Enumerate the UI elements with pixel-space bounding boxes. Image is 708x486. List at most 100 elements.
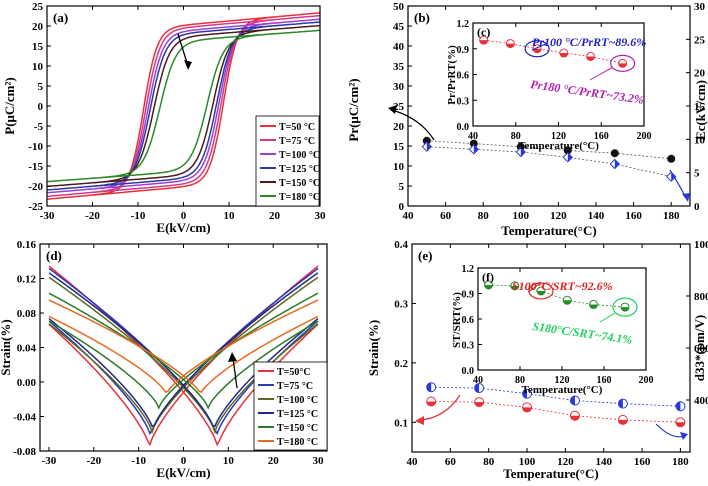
panel-c-ytick-label: 0.9	[457, 45, 470, 56]
panel-f-ytick-label: 0.6	[462, 315, 475, 326]
panel-c-ytick-label: 0.0	[457, 122, 470, 133]
panel-c-point-marker-fill	[533, 48, 542, 53]
panel-b-xlabel: Temperature(°C)	[501, 223, 596, 238]
panel-e-ylabel: Strain(%)	[366, 320, 381, 376]
panel-b-ytick-label: 15	[393, 141, 405, 153]
panel-d-ytick-label: 0.16	[17, 239, 37, 251]
panel-b-pr-point	[422, 136, 431, 145]
panel-e-strain-point-marker-fill	[522, 407, 532, 412]
panel-f-xlabel: Temperature(°C)	[522, 384, 603, 396]
panel-e-ytick-label: 0.1	[394, 417, 408, 429]
panel-c-annotation-0: Pr100 °C/PrRT~89.6%	[532, 35, 646, 49]
panel-a-xtick-label: 0	[181, 210, 187, 222]
panel-b-label: (b)	[414, 10, 430, 25]
panel-a-legend-entry-5: T=180 °C	[279, 192, 320, 203]
panel-d-xtick-label: 20	[268, 455, 280, 467]
panel-e: 40 60 80 100 120 140 160 180 0.1 0.2 0.3 0.4 400 600 8…	[366, 239, 708, 481]
panel-b-y2tick-label: 5	[694, 168, 700, 180]
panel-a-ylabel: P(μC/cm²)	[2, 77, 17, 134]
panel-b-pr-point	[667, 154, 676, 163]
panel-a-legend-entry-1: T=75 °C	[279, 136, 315, 147]
panel-b: 40 60 80 100 120 140 160 1800510152025303540455…	[346, 1, 708, 238]
panel-a-xtick-label: -20	[85, 210, 100, 222]
panel-b-ylabel: Pr(μC/cm²)	[346, 78, 361, 141]
panel-b-pr-point	[469, 139, 478, 148]
panel-e-d33-point-marker-fill	[675, 401, 681, 411]
panel-f-label: (f)	[482, 270, 494, 284]
panel-f-point-marker-fill	[510, 285, 519, 290]
panel-d-series-4-b	[48, 292, 319, 410]
panel-e-strain-point-marker-fill	[426, 401, 436, 406]
panel-d: -30 -20 -10 0 10 20 30 -0.08 -0.04 0.00 0.04 0.08 0.…	[0, 239, 328, 480]
panel-e-xtick-label: 80	[483, 456, 495, 468]
panel-e-strain-point-marker-fill	[474, 402, 484, 407]
panel-b-xtick-label: 160	[625, 210, 642, 222]
panel-b-ec-point-marker-fill	[614, 159, 620, 169]
panel-b-y2tick-label: 15	[694, 101, 706, 113]
panel-a-xlabel: E(kV/cm)	[156, 220, 210, 235]
panel-e-xtick-label: 180	[672, 456, 689, 468]
panel-c-ytick-label: 0.3	[457, 96, 470, 107]
panel-d-legend-entry-2: T=100 °C	[277, 395, 318, 406]
panel-e-strain-point-marker-fill	[675, 422, 685, 427]
panel-f-point-marker-fill	[589, 304, 598, 309]
panel-a-xtick-label: 30	[315, 210, 327, 222]
panel-e-ytick-label: 0.3	[394, 298, 408, 310]
panel-f-ytick-label: 0.3	[462, 341, 475, 352]
panel-b-ytick-label: 10	[393, 161, 405, 173]
panel-b-y2tick-label: 0	[694, 201, 700, 213]
panel-a-ytick-label: 10	[32, 61, 44, 73]
panel-f-ytick-label: 0.9	[462, 290, 475, 301]
panel-a-xtick-label: -30	[40, 210, 55, 222]
panel-e-xtick-label: 40	[407, 456, 419, 468]
panel-b-ytick-label: 30	[393, 81, 405, 93]
panel-d-legend-box	[253, 361, 328, 451]
panel-c-ylabel: Pr/PrRT(%)	[446, 45, 458, 105]
panel-e-d33-point-marker-fill	[426, 382, 432, 392]
panel-d-legend-entry-4: T=150 °C	[277, 423, 318, 434]
panel-a-ytick-label: -10	[28, 141, 43, 153]
panel-b-xtick-label: 100	[513, 210, 530, 222]
panel-b-y2tick-label: 30	[694, 1, 706, 13]
panel-b-ec-line	[426, 146, 672, 178]
panel-c-point-marker-fill	[479, 40, 488, 45]
panel-c-xtick-label: 80	[511, 131, 521, 142]
panel-f-xtick-label: 40	[473, 375, 483, 386]
panel-d-ytick-label: 0.04	[17, 343, 37, 355]
panel-c-point-marker-fill	[586, 56, 595, 61]
panel-d-xtick-label: -10	[131, 455, 146, 467]
panel-e-d33-point-marker-fill	[522, 389, 528, 399]
panel-a-xtick-label: 20	[269, 210, 281, 222]
panel-b-ytick-label: 40	[393, 41, 405, 53]
panel-b-ec-point-marker-fill	[426, 142, 432, 152]
panel-e-xtick-label: 120	[557, 456, 574, 468]
panel-b-xtick-label: 40	[403, 210, 415, 222]
panel-d-series-5-b	[48, 299, 319, 393]
panel-e-strain-line	[431, 401, 681, 423]
panel-c-xlabel: Temperature(°C)	[518, 140, 599, 152]
panel-d-ytick-label: 0.12	[17, 274, 37, 286]
panel-f: 40 80 120 160 200 0.0 0.3 0.6 0.9 1.2 (f) Temperatu…	[451, 264, 654, 396]
panel-e-xtick-label: 160	[634, 456, 651, 468]
panel-e-d33-point-marker-fill	[570, 396, 575, 406]
panel-b-xtick-label: 60	[440, 210, 452, 222]
panel-e-d33-line	[431, 386, 681, 407]
panel-e-arrow-left	[419, 394, 461, 421]
panel-b-xtick-label: 120	[550, 210, 567, 222]
panel-a-ytick-label: -25	[28, 201, 43, 213]
panel-e-ytick-label: 0.4	[394, 239, 408, 251]
panel-d-xtick-label: -30	[42, 455, 57, 467]
panel-a-legend-entry-2: T=100 °C	[279, 150, 320, 161]
panel-f-point-marker-fill	[537, 290, 545, 295]
panel-d-arrow	[232, 357, 238, 389]
panel-c-circle-180	[610, 54, 636, 72]
panel-e-d33-point-marker-fill	[618, 399, 623, 409]
panel-c-circle-100	[524, 40, 550, 58]
panel-a-label: (a)	[53, 10, 68, 25]
panel-f-pointer-180	[599, 312, 616, 323]
panel-e-d33-point-marker-fill	[474, 383, 480, 393]
panel-e-xtick-label: 140	[595, 456, 612, 468]
panel-f-point-marker-fill	[484, 285, 493, 289]
panel-f-xtick-label: 120	[555, 375, 570, 386]
